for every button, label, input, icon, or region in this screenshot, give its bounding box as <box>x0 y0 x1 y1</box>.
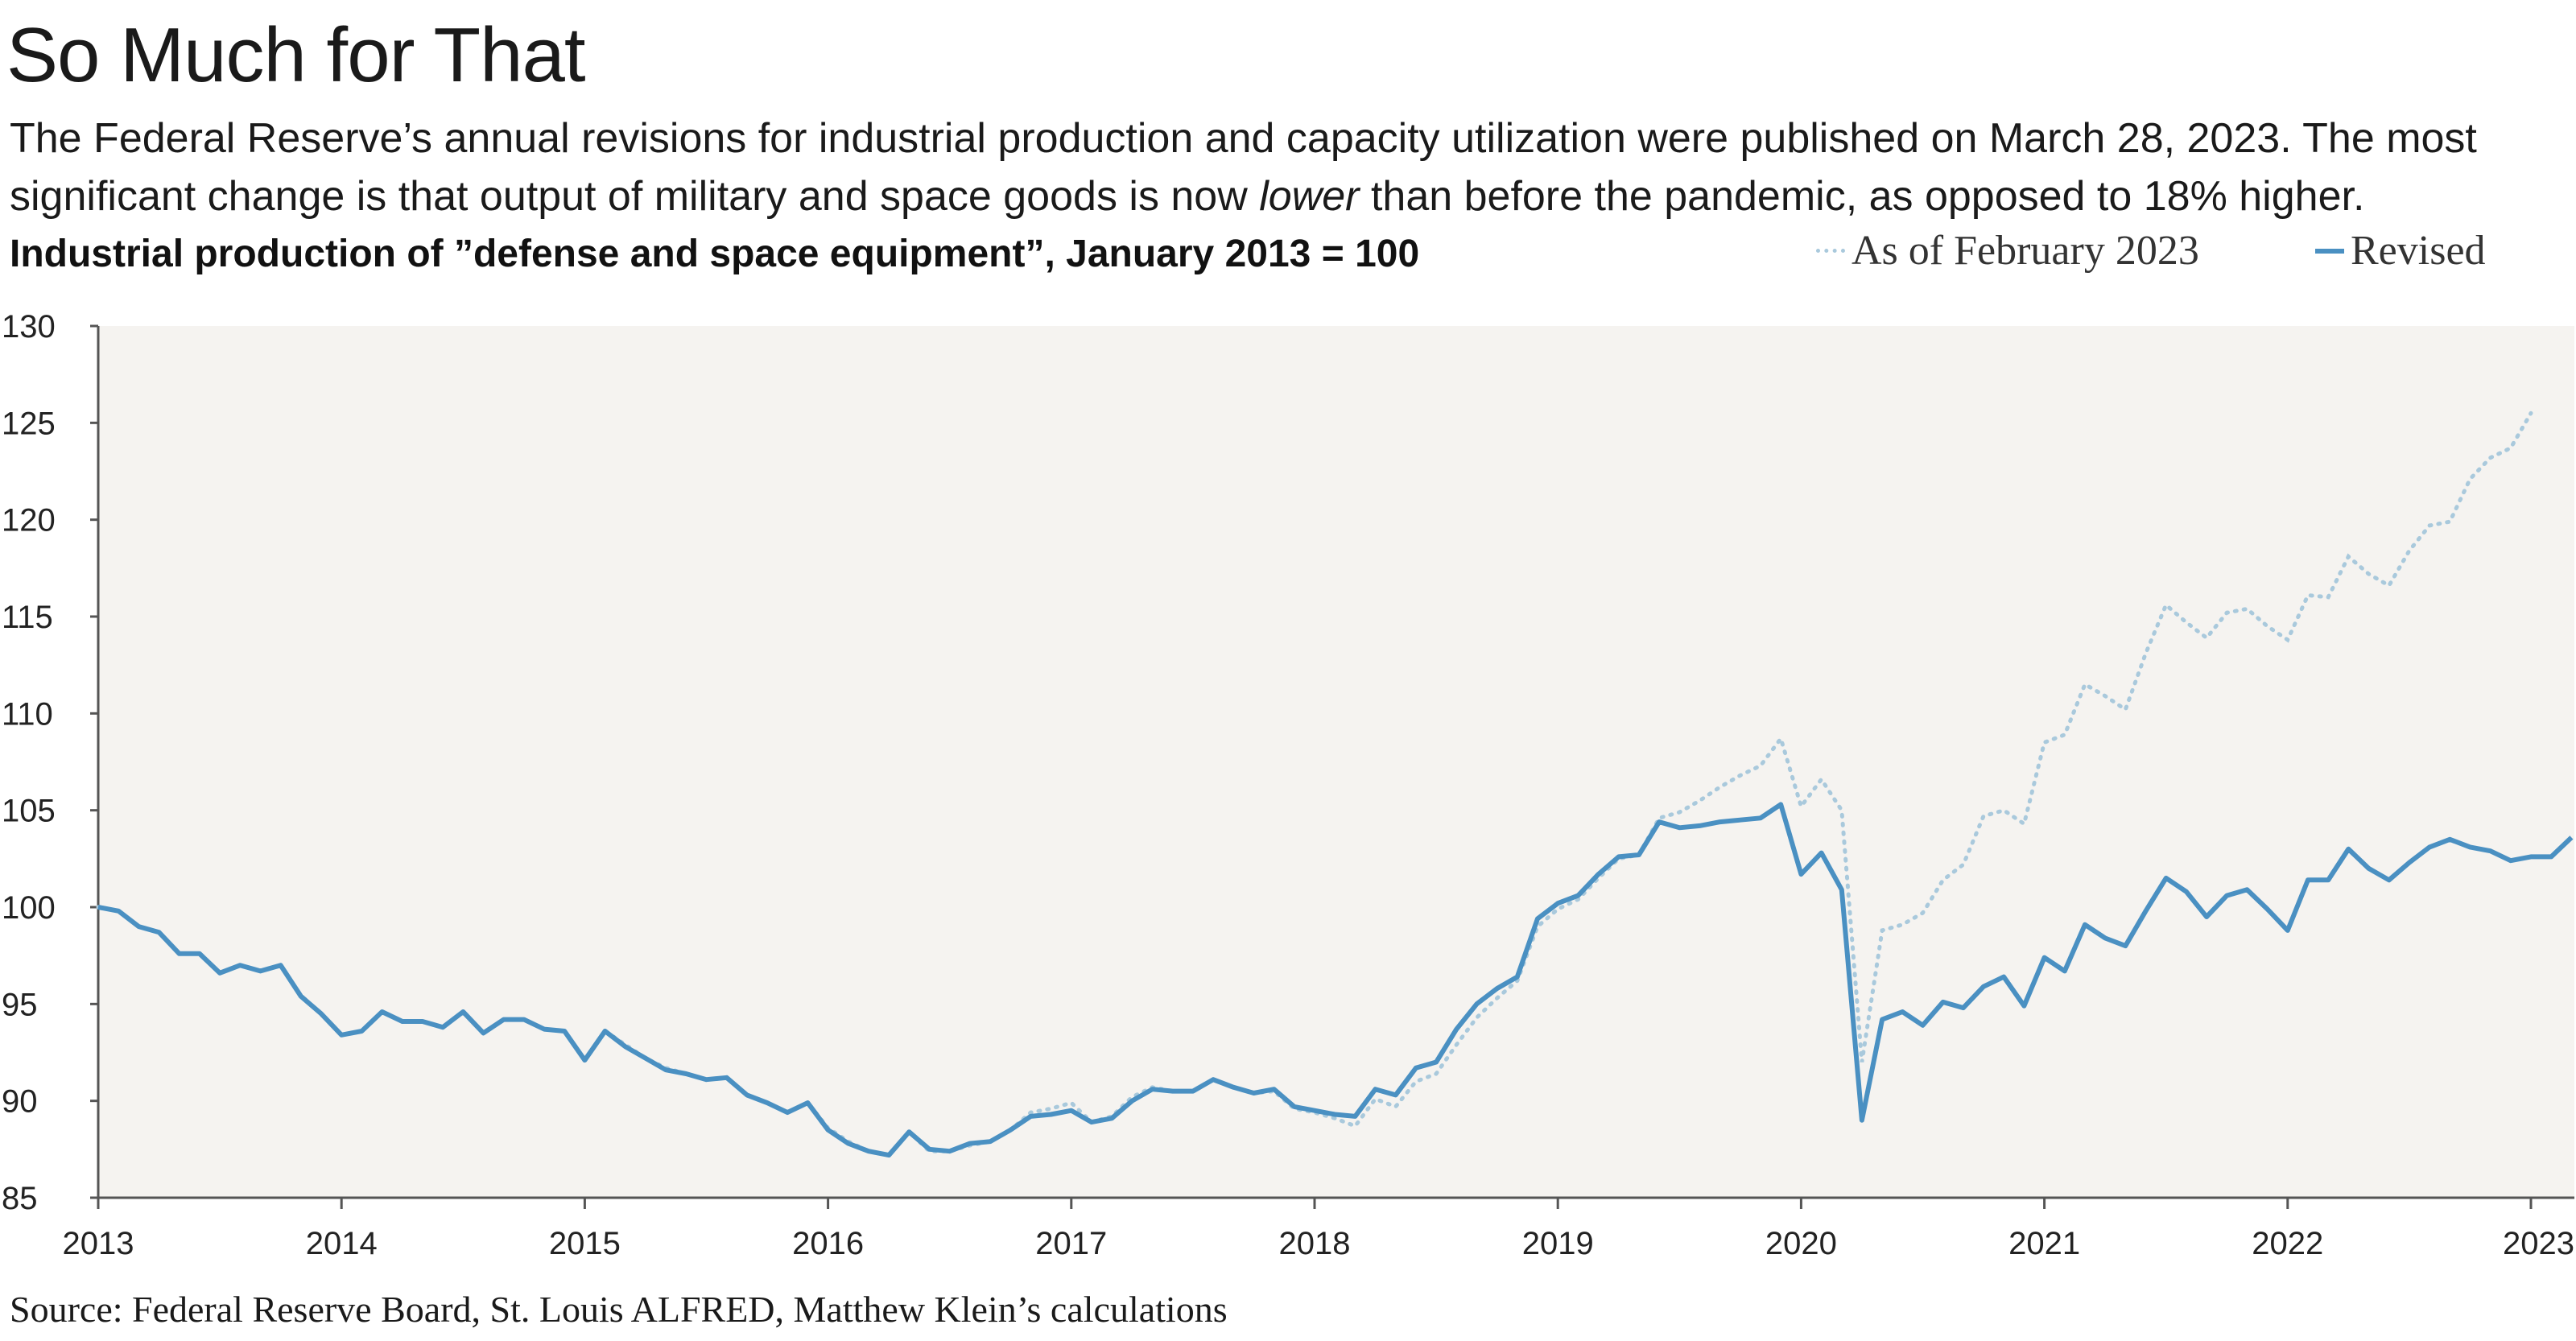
chart-series-title: Industrial production of ”defense and sp… <box>10 233 1420 275</box>
x-tick-label: 2022 <box>2252 1226 2323 1261</box>
subtitle-text-a: The Federal Reserve’s annual revisions f… <box>10 115 2477 220</box>
y-tick-label: 105 <box>2 794 56 829</box>
source-note: Source: Federal Reserve Board, St. Louis… <box>10 1289 1228 1330</box>
chart-title-main: So Much for That <box>6 12 586 98</box>
y-axis-ticks: 85 90 95 100 105 110 115 120 125 130 <box>2 309 98 1216</box>
legend-item-prior: As of February 2023 <box>1816 227 2199 274</box>
x-tick-label: 2017 <box>1035 1226 1107 1261</box>
x-tick-label: 2019 <box>1522 1226 1594 1261</box>
x-tick-label: 2016 <box>792 1226 864 1261</box>
legend-dotted-swatch <box>1816 249 1845 253</box>
y-tick-label: 115 <box>2 600 53 635</box>
x-tick-label: 2013 <box>63 1226 134 1261</box>
y-tick-label: 95 <box>2 987 38 1022</box>
y-tick-label: 110 <box>2 696 53 732</box>
x-tick-label: 2014 <box>306 1226 378 1261</box>
legend-label-prior: As of February 2023 <box>1852 228 2199 274</box>
y-tick-label: 120 <box>2 503 56 538</box>
x-tick-label: 2021 <box>2008 1226 2080 1261</box>
x-tick-label: 2020 <box>1765 1226 1837 1261</box>
x-tick-label: 2023 <box>2503 1226 2574 1261</box>
plot-area <box>98 326 2574 1198</box>
y-tick-label: 130 <box>2 309 56 345</box>
y-tick-label: 85 <box>2 1181 38 1216</box>
chart-subtitle: The Federal Reserve’s annual revisions f… <box>10 109 2545 225</box>
legend-solid-swatch <box>2315 248 2344 254</box>
subtitle-text-b: than before the pandemic, as opposed to … <box>1359 173 2365 220</box>
x-tick-label: 2015 <box>549 1226 621 1261</box>
legend-label-revised: Revised <box>2351 228 2486 274</box>
x-axis-ticks: 2013 2014 2015 2016 2017 2018 2019 2020 2021 2022… <box>63 1198 2574 1261</box>
legend-item-revised: Revised <box>2315 227 2486 274</box>
y-tick-label: 90 <box>2 1084 38 1120</box>
series-line-revised <box>97 802 2574 1158</box>
x-tick-label: 2018 <box>1279 1226 1351 1261</box>
y-tick-label: 125 <box>2 406 56 441</box>
y-tick-label: 100 <box>2 890 56 926</box>
subtitle-emphasis: lower <box>1259 173 1360 220</box>
